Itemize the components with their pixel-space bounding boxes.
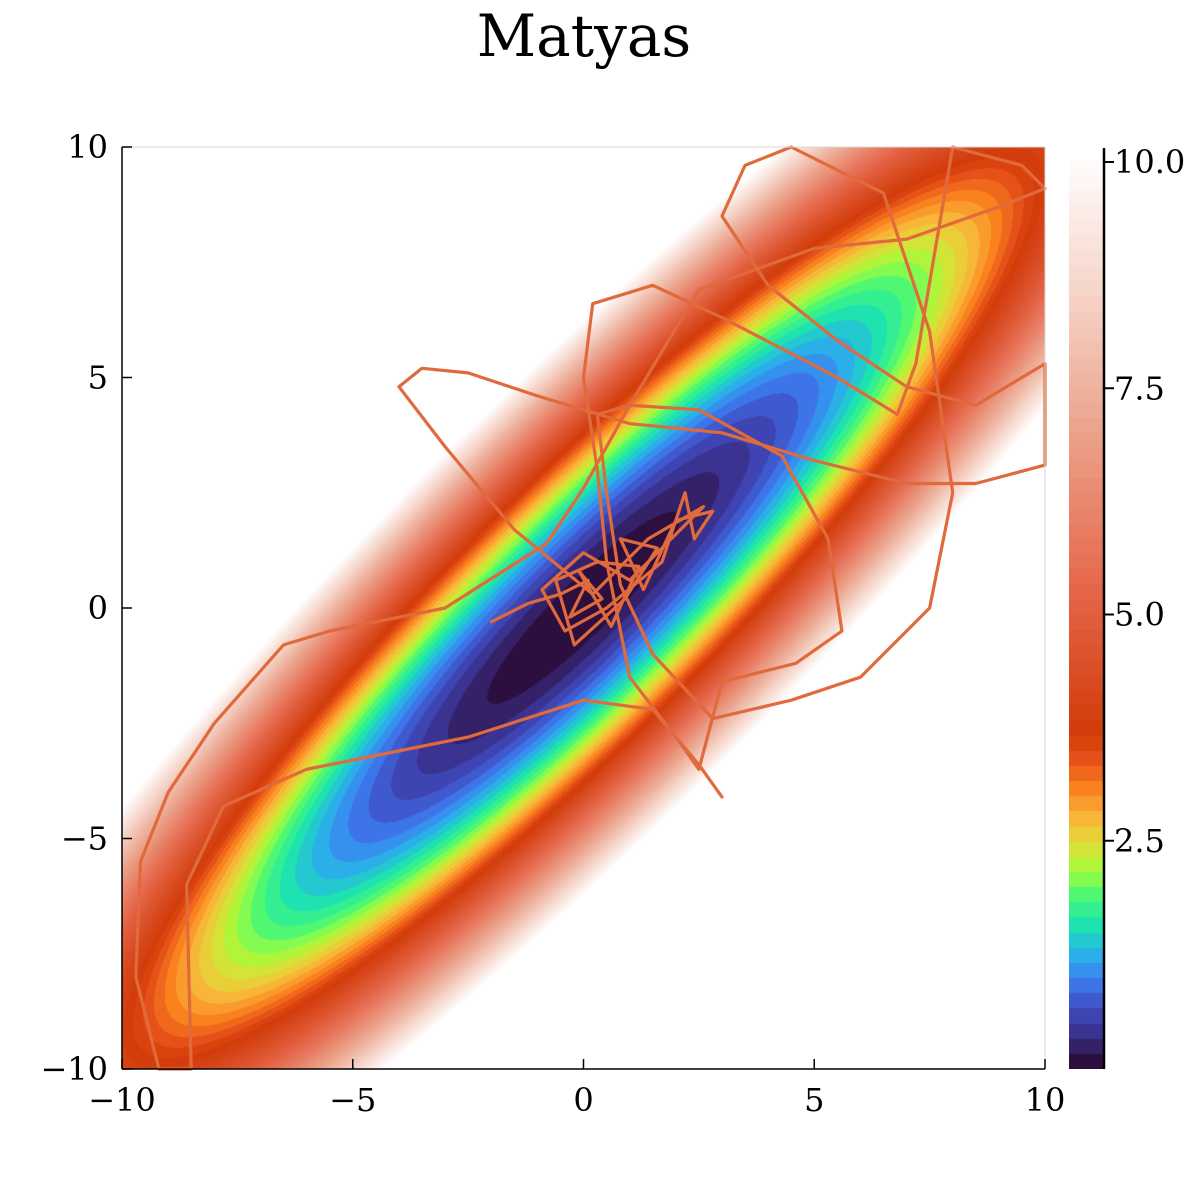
- y-tick-label: 0: [88, 589, 108, 627]
- y-tick-label: −10: [40, 1050, 108, 1088]
- colorbar-tick-label: 7.5: [1114, 369, 1165, 407]
- colorbar-tick-label: 5.0: [1114, 596, 1165, 634]
- axes: −10−10 −5 −5 0 0 5 5 10 10: [40, 128, 1065, 1119]
- colorbar: 2.5 5.0 7.5 10.0: [1069, 143, 1185, 1069]
- x-tick-label: −5: [329, 1081, 376, 1119]
- chart-title: Matyas: [477, 2, 691, 70]
- y-tick-label: −5: [61, 820, 108, 858]
- x-tick-label: 10: [1025, 1081, 1066, 1119]
- colorbar-tick-label: 10.0: [1114, 143, 1185, 181]
- colorbar-tick-label: 2.5: [1114, 822, 1165, 860]
- trajectory-series-0: [134, 145, 1047, 1071]
- y-tick-label: 10: [67, 128, 108, 166]
- x-tick-label: −10: [88, 1081, 156, 1119]
- plot-area: [122, 145, 1047, 1071]
- y-tick-label: 5: [88, 359, 108, 397]
- x-tick-label: 0: [573, 1081, 593, 1119]
- colorbar-gradient: [1069, 160, 1104, 1069]
- x-tick-label: 5: [804, 1081, 824, 1119]
- colorbar-canvas: [1069, 160, 1104, 1069]
